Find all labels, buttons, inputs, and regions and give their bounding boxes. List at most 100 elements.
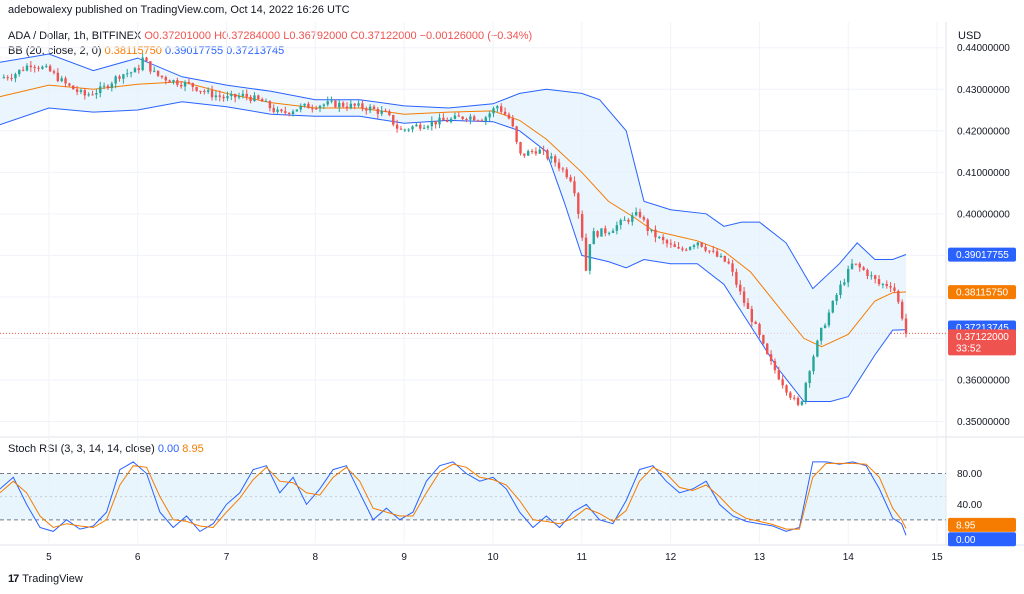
candle-body <box>218 95 221 97</box>
candle-body <box>831 300 834 313</box>
candle-body <box>257 95 260 100</box>
candle-body <box>488 113 491 118</box>
candle-body <box>91 94 94 96</box>
bb-channel-fill <box>0 54 906 402</box>
candle-body <box>862 267 865 270</box>
candle-body <box>789 392 792 398</box>
candle-body <box>619 219 622 226</box>
candle-body <box>546 150 549 159</box>
rsi-y-tick-label: 40.00 <box>957 500 982 511</box>
candle-body <box>885 283 888 286</box>
candle-body <box>569 177 572 182</box>
candle-body <box>492 108 495 114</box>
candle-body <box>658 236 661 238</box>
x-tick-label: 13 <box>754 552 766 563</box>
ohlc-change: −0.00126000 (−0.34%) <box>419 30 533 42</box>
candle-body <box>180 84 183 87</box>
candle-body <box>295 109 299 112</box>
rsi-legend: Stoch RSI (3, 3, 14, 14, close) 0.00 8.9… <box>8 443 204 455</box>
candle-body <box>287 112 291 115</box>
candle-body <box>827 312 831 326</box>
candle-body <box>326 101 329 105</box>
badge-rsi-k-bg <box>948 532 1016 547</box>
candle-body <box>6 77 9 79</box>
candles <box>2 53 908 407</box>
candle-body <box>769 354 773 362</box>
x-tick-label: 11 <box>577 552 588 563</box>
candle-body <box>816 340 819 357</box>
candle-body <box>607 232 611 234</box>
candle-body <box>785 385 788 393</box>
candle-body <box>696 242 700 246</box>
candle-body <box>126 73 129 75</box>
rsi-label: Stoch RSI (3, 3, 14, 14, close) <box>8 443 155 455</box>
candle-body <box>411 126 414 130</box>
x-tick-label: 8 <box>313 552 319 563</box>
candle-body <box>64 78 67 84</box>
candle-body <box>534 151 538 154</box>
badge-bb-upper-bg <box>948 247 1016 262</box>
candle-body <box>176 80 179 85</box>
candle-body <box>164 77 167 81</box>
candle-body <box>29 65 33 68</box>
candle-body <box>403 129 407 131</box>
candle-body <box>95 93 98 95</box>
candle-body <box>573 181 576 194</box>
candle-body <box>692 245 696 247</box>
x-tick-label: 7 <box>224 552 230 563</box>
candle-body <box>793 397 796 399</box>
candle-body <box>195 87 198 91</box>
candle-body <box>372 106 376 110</box>
candle-body <box>168 80 171 83</box>
badge-bb-basis: 0.38115750 <box>956 288 1009 299</box>
candle-body <box>345 106 349 108</box>
badge-last-price: 0.37122000 <box>956 332 1009 343</box>
candle-body <box>642 217 646 220</box>
candle-body <box>600 228 603 237</box>
candle-body <box>349 103 353 108</box>
candle-body <box>426 126 430 128</box>
candle-body <box>808 371 811 384</box>
candle-body <box>361 103 364 109</box>
candle-body <box>511 118 514 127</box>
candle-body <box>596 231 599 237</box>
candle-body <box>145 57 148 62</box>
y-tick-label: 0.35000000 <box>957 417 1010 428</box>
candle-body <box>700 242 703 247</box>
candle-body <box>280 109 283 112</box>
candle-body <box>858 263 861 268</box>
candle-body <box>153 70 156 72</box>
candle-body <box>129 72 133 74</box>
candle-body <box>503 111 507 115</box>
candle-body <box>388 111 391 116</box>
candle-body <box>314 108 318 110</box>
candle-body <box>557 162 561 169</box>
candle-body <box>604 228 607 234</box>
candle-body <box>688 246 692 250</box>
candle-body <box>854 263 858 265</box>
candle-body <box>357 103 360 106</box>
candle-body <box>904 318 908 334</box>
candle-body <box>823 325 827 328</box>
candle-body <box>415 124 418 127</box>
candle-body <box>191 83 194 88</box>
candle-body <box>422 127 426 129</box>
badge-bb-basis-bg <box>948 285 1016 300</box>
candle-body <box>777 370 780 380</box>
footer-brand: TradingView <box>22 573 83 585</box>
x-tick-label: 10 <box>487 552 499 563</box>
candle-body <box>453 115 457 119</box>
badge-last-bg <box>948 329 1016 356</box>
candle-body <box>322 104 326 106</box>
candle-body <box>673 244 676 248</box>
candle-body <box>553 156 557 163</box>
candle-body <box>434 121 437 125</box>
symbol-legend: ADA / Dollar, 1h, BITFINEX O0.37201000 H… <box>8 30 532 42</box>
candle-body <box>260 99 264 102</box>
candle-body <box>750 309 754 322</box>
candle-body <box>449 118 453 122</box>
candle-body <box>773 361 777 371</box>
candle-body <box>580 213 584 238</box>
candle-body <box>114 76 117 84</box>
